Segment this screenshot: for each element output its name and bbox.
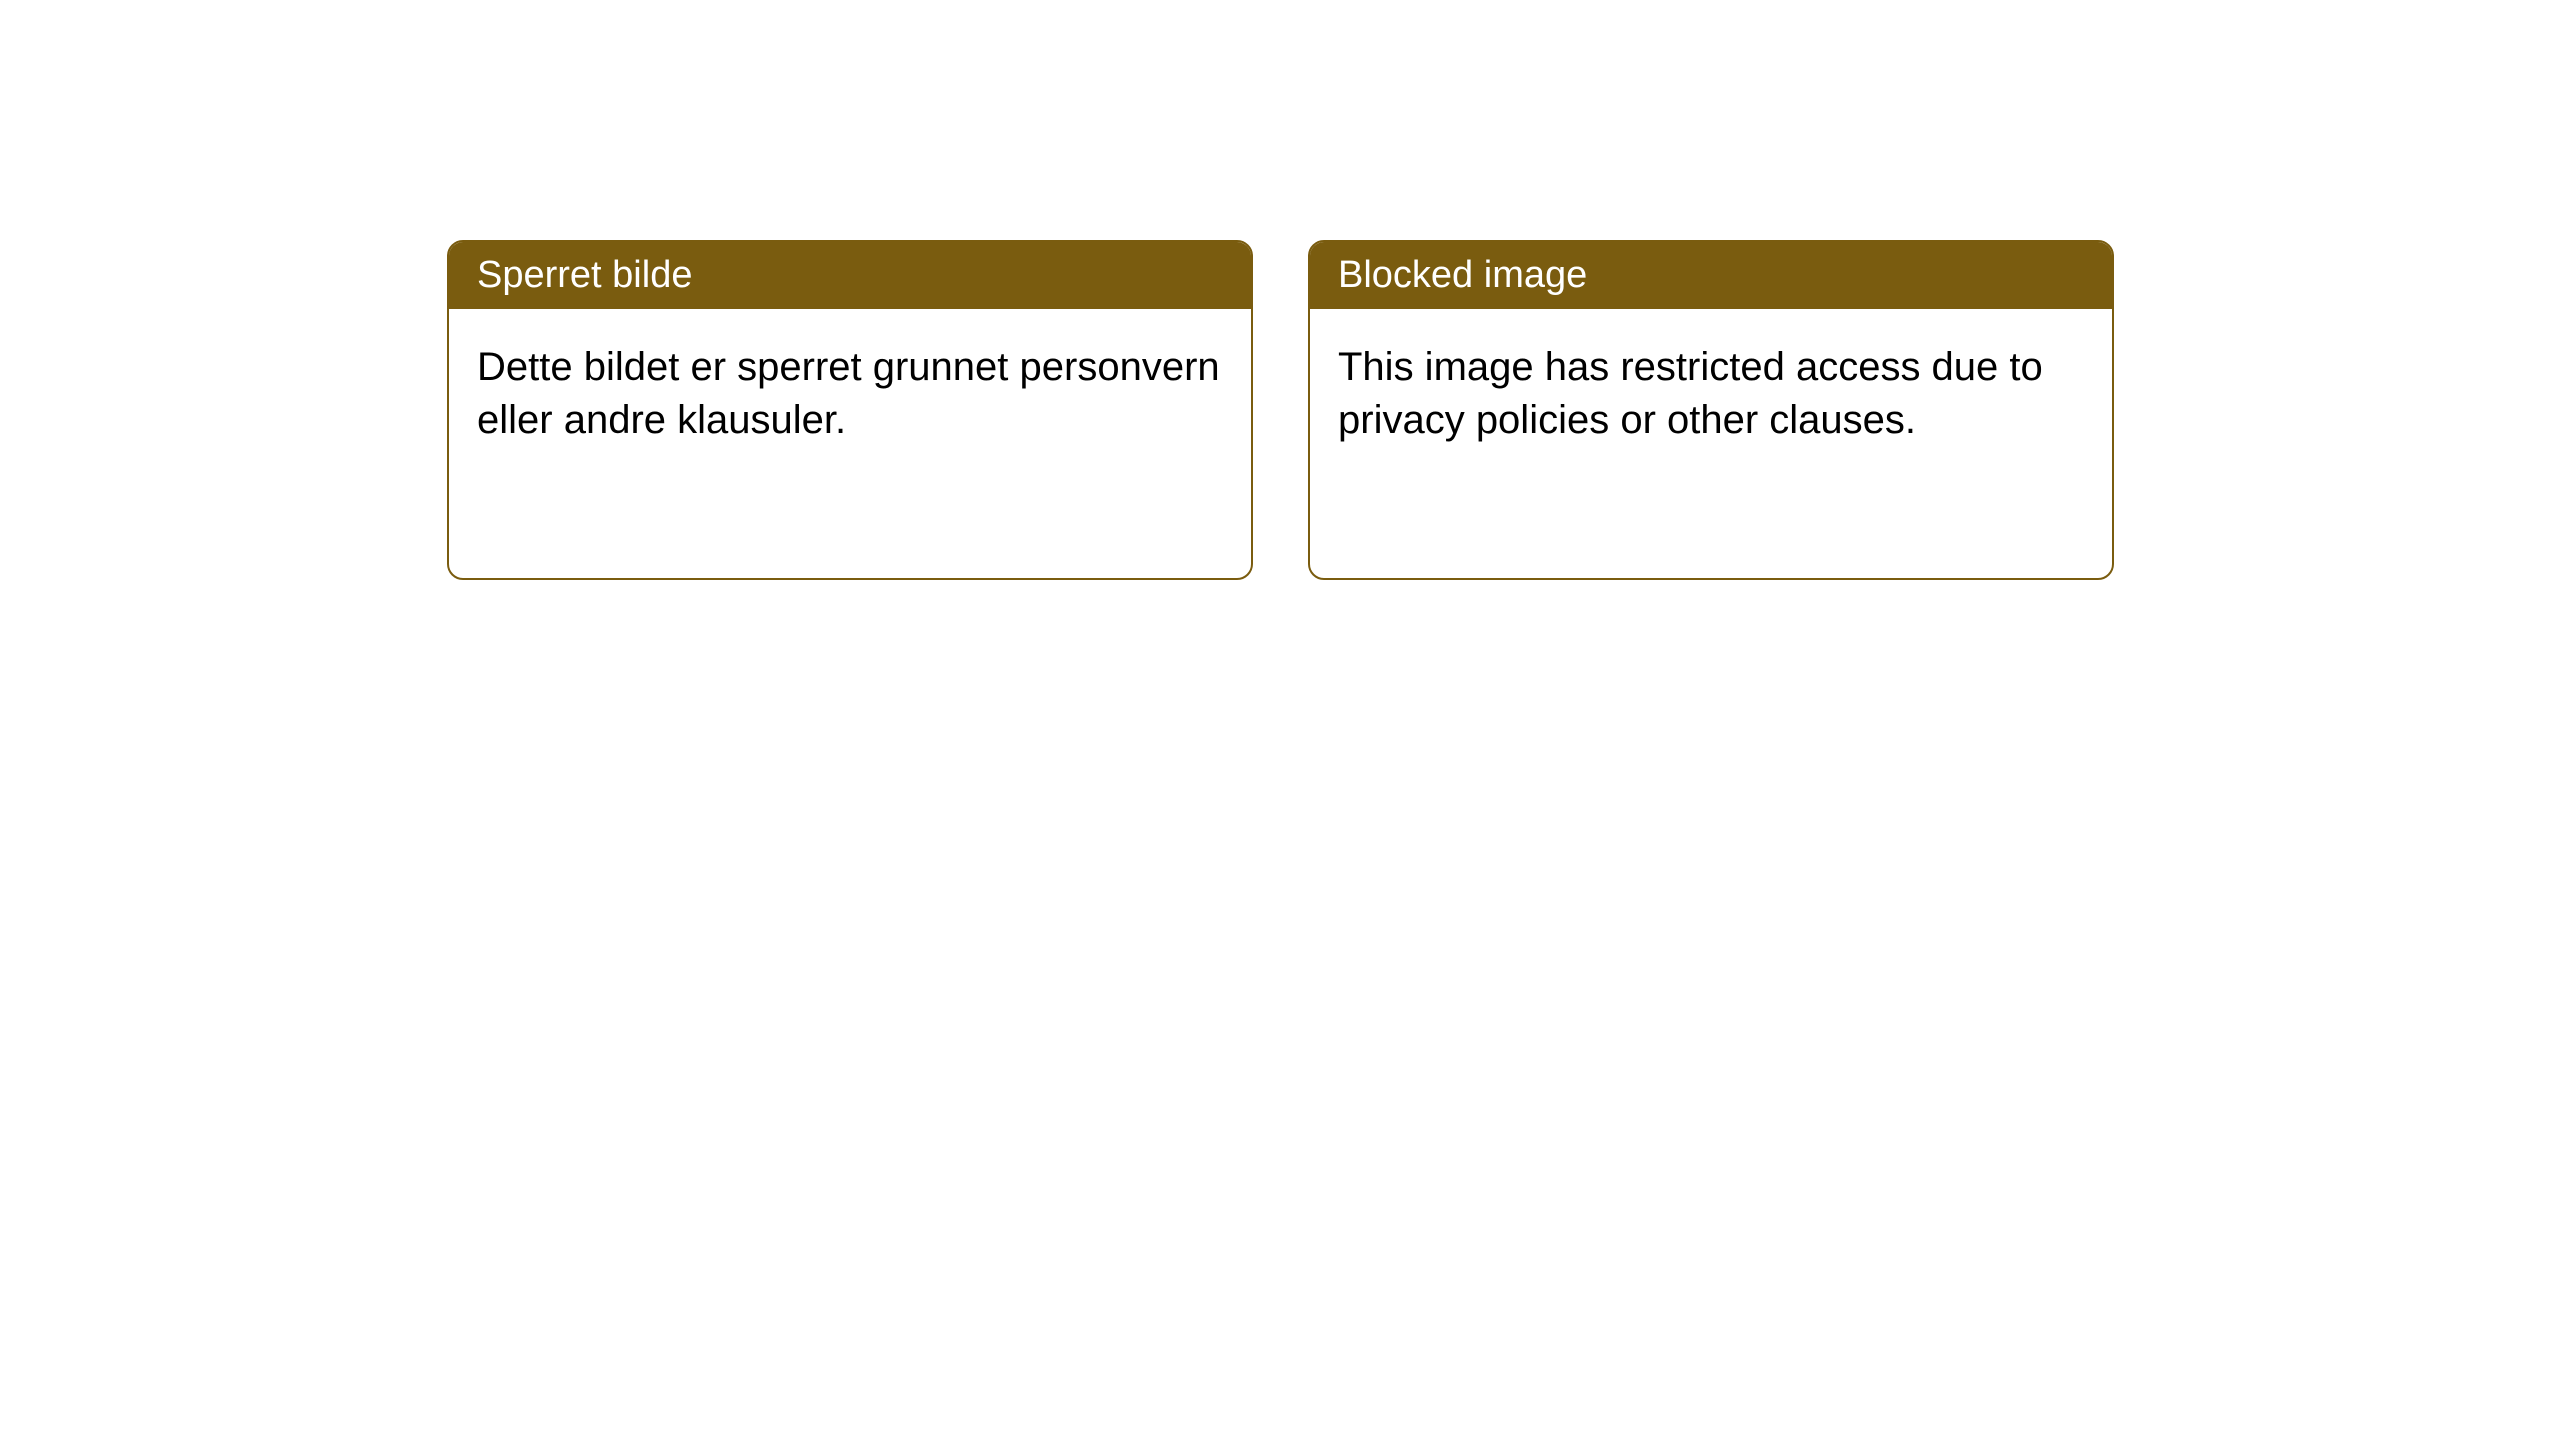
notice-card-norwegian: Sperret bilde Dette bildet er sperret gr… <box>447 240 1253 580</box>
notice-card-header: Blocked image <box>1310 242 2112 309</box>
notice-card-title: Blocked image <box>1338 254 1587 296</box>
notice-card-message: Dette bildet er sperret grunnet personve… <box>477 345 1220 442</box>
notice-card-body: This image has restricted access due to … <box>1310 309 2112 479</box>
notice-card-body: Dette bildet er sperret grunnet personve… <box>449 309 1251 479</box>
notice-card-header: Sperret bilde <box>449 242 1251 309</box>
notice-card-english: Blocked image This image has restricted … <box>1308 240 2114 580</box>
notice-card-message: This image has restricted access due to … <box>1338 345 2043 442</box>
notice-card-title: Sperret bilde <box>477 254 692 296</box>
notice-cards-container: Sperret bilde Dette bildet er sperret gr… <box>447 240 2114 580</box>
